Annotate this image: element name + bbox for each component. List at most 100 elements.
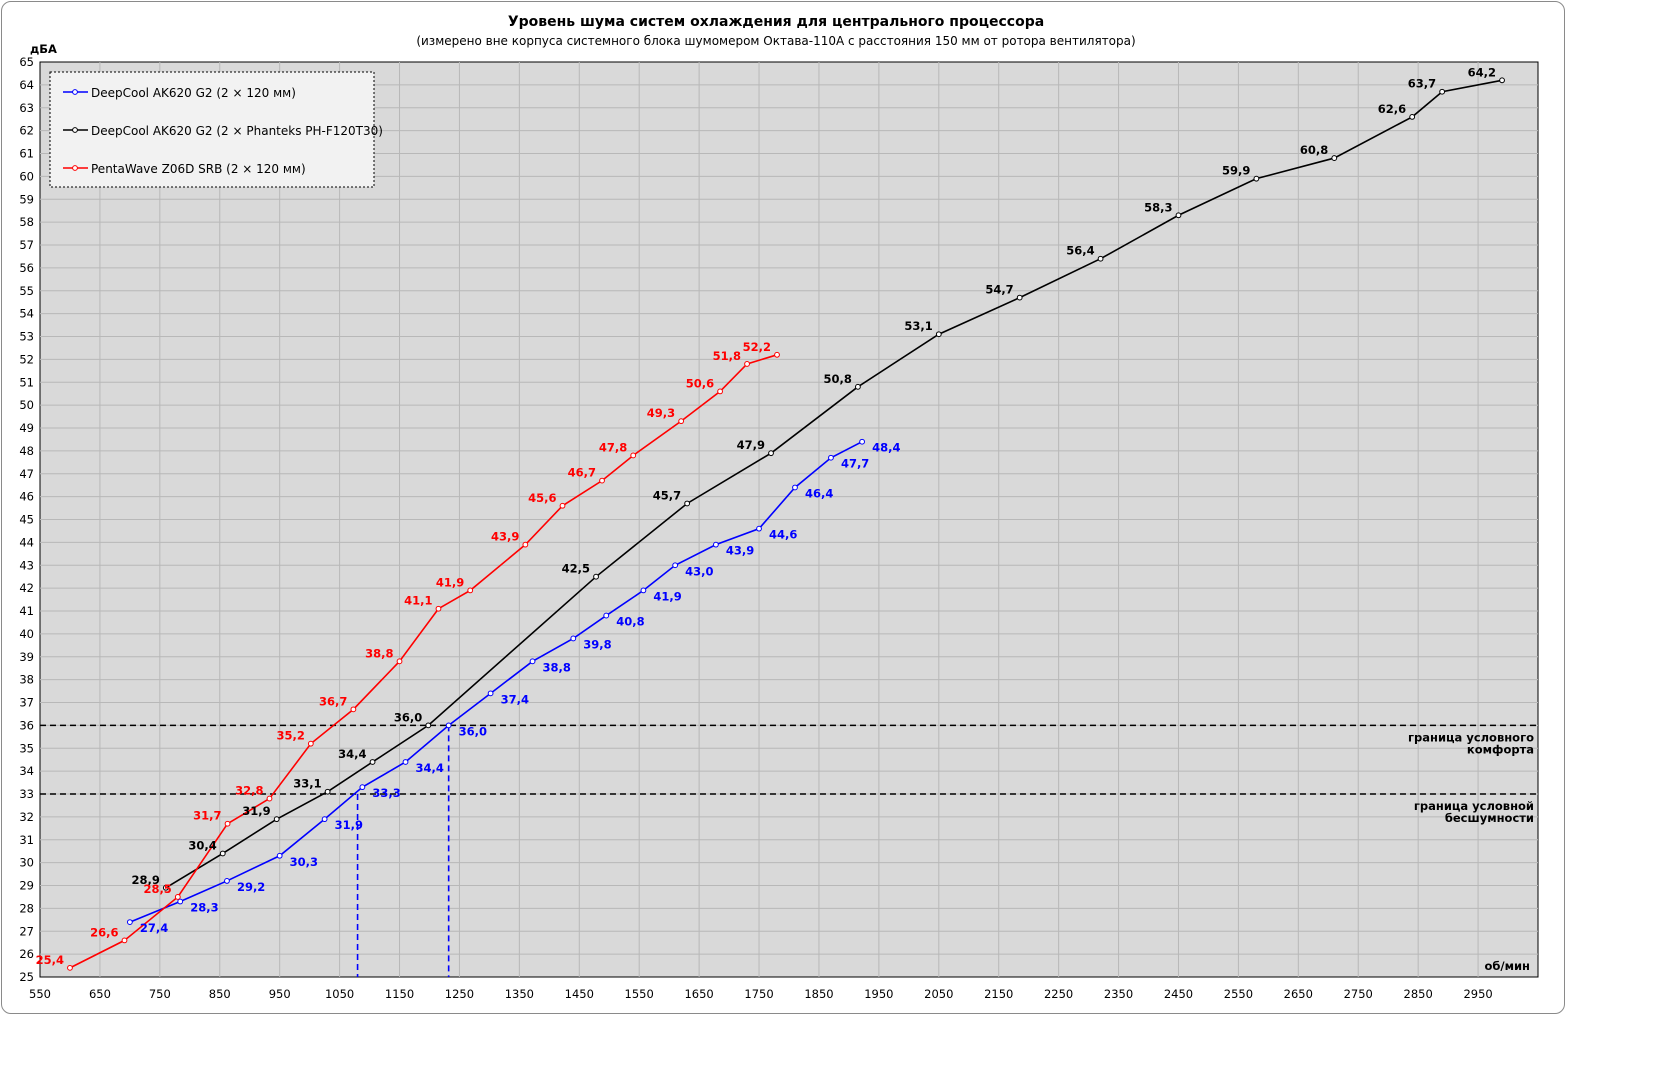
x-tick-label: 2550 bbox=[1224, 987, 1253, 1001]
data-label: 42,5 bbox=[562, 562, 590, 576]
data-label: 47,8 bbox=[599, 440, 627, 454]
data-label: 27,4 bbox=[140, 921, 168, 935]
data-label: 33,1 bbox=[293, 777, 321, 791]
y-tick-label: 43 bbox=[19, 558, 34, 572]
data-label: 38,8 bbox=[543, 660, 571, 674]
x-tick-label: 1550 bbox=[625, 987, 654, 1001]
y-tick-label: 61 bbox=[19, 147, 34, 161]
data-label: 26,6 bbox=[90, 925, 118, 939]
data-point bbox=[273, 816, 280, 823]
y-tick-label: 53 bbox=[19, 330, 34, 344]
y-tick-label: 27 bbox=[19, 924, 34, 938]
data-label: 35,2 bbox=[276, 729, 304, 743]
data-label: 44,6 bbox=[769, 528, 797, 542]
data-point bbox=[445, 722, 452, 729]
y-tick-label: 26 bbox=[19, 947, 34, 961]
x-tick-label: 1350 bbox=[505, 987, 534, 1001]
data-point bbox=[67, 964, 73, 971]
y-tick-label: 56 bbox=[19, 261, 34, 275]
data-labels: 27,4 28,3 29,2 30,3 31,9 33,3 34,4 36,0 37,4 38,8… bbox=[36, 65, 1496, 967]
data-point bbox=[1097, 255, 1104, 262]
x-tick-label: 1450 bbox=[565, 987, 594, 1001]
data-point bbox=[599, 477, 605, 484]
data-label: 47,7 bbox=[841, 457, 869, 471]
data-point bbox=[529, 658, 536, 665]
data-label: 62,6 bbox=[1378, 102, 1406, 116]
data-point bbox=[593, 573, 599, 580]
data-point bbox=[603, 612, 610, 619]
data-label: 48,4 bbox=[872, 441, 900, 455]
data-label: 60,8 bbox=[1300, 143, 1328, 157]
legend: DeepCool AK620 G2 (2 × 120 мм) DeepCool A… bbox=[49, 71, 383, 188]
data-point bbox=[307, 740, 314, 747]
data-label: 50,6 bbox=[686, 376, 714, 390]
data-label: 31,9 bbox=[335, 818, 363, 832]
data-label: 50,8 bbox=[824, 372, 852, 386]
data-label: 45,7 bbox=[653, 488, 681, 502]
data-label: 64,2 bbox=[1468, 65, 1496, 79]
data-point bbox=[219, 850, 226, 857]
data-point bbox=[467, 587, 474, 594]
data-label: 54,7 bbox=[985, 283, 1013, 297]
data-label: 31,9 bbox=[242, 804, 270, 818]
y-tick-label: 57 bbox=[19, 238, 34, 252]
data-point bbox=[435, 605, 442, 612]
y-tick-label: 54 bbox=[19, 307, 34, 321]
data-point bbox=[1499, 77, 1505, 84]
data-point bbox=[1016, 294, 1023, 301]
y-tick-label: 30 bbox=[19, 856, 34, 870]
y-tick-label: 38 bbox=[19, 673, 34, 687]
data-point bbox=[487, 690, 494, 697]
y-tick-label: 49 bbox=[19, 421, 34, 435]
data-point bbox=[522, 541, 529, 548]
data-point bbox=[935, 331, 942, 338]
data-point bbox=[630, 452, 637, 459]
data-point bbox=[855, 383, 861, 390]
data-label: 41,1 bbox=[404, 594, 432, 608]
data-point bbox=[774, 351, 780, 358]
data-point bbox=[121, 937, 128, 944]
legend-marker bbox=[72, 127, 78, 133]
data-point bbox=[756, 525, 762, 532]
y-tick-label: 62 bbox=[19, 124, 34, 138]
x-tick-label: 2450 bbox=[1164, 987, 1193, 1001]
data-point bbox=[1409, 114, 1416, 120]
data-label: 36,0 bbox=[394, 710, 422, 724]
data-label: 45,6 bbox=[528, 491, 556, 505]
data-point bbox=[369, 759, 376, 765]
data-label: 46,4 bbox=[805, 486, 833, 500]
y-tick-label: 46 bbox=[19, 490, 34, 504]
data-point bbox=[224, 878, 230, 884]
data-point bbox=[402, 759, 409, 765]
y-tick-label: 64 bbox=[19, 78, 34, 92]
data-label: 38,8 bbox=[365, 646, 393, 660]
legend-marker bbox=[72, 165, 78, 171]
data-label: 33,3 bbox=[372, 786, 400, 800]
data-label: 32,8 bbox=[235, 784, 263, 798]
x-tick-label: 2850 bbox=[1404, 987, 1433, 1001]
y-tick-label: 35 bbox=[19, 741, 34, 755]
y-axis-label: дБА bbox=[30, 42, 57, 56]
x-tick-label: 1050 bbox=[325, 987, 354, 1001]
data-label: 49,3 bbox=[647, 406, 675, 420]
data-label: 43,9 bbox=[726, 544, 754, 558]
data-label: 34,4 bbox=[416, 761, 444, 775]
y-tick-label: 50 bbox=[19, 398, 34, 412]
y-tick-label: 39 bbox=[19, 650, 34, 664]
data-label: 29,2 bbox=[237, 880, 265, 894]
grid bbox=[40, 62, 1538, 977]
x-tick-label: 1250 bbox=[445, 987, 474, 1001]
y-tick-label: 25 bbox=[19, 970, 34, 984]
y-tick-label: 34 bbox=[19, 764, 34, 778]
data-label: 30,4 bbox=[188, 838, 216, 852]
x-tick-label: 650 bbox=[89, 987, 111, 1001]
x-tick-label: 1850 bbox=[804, 987, 833, 1001]
data-label: 53,1 bbox=[904, 319, 932, 333]
data-label: 39,8 bbox=[583, 637, 611, 651]
data-point bbox=[768, 450, 774, 457]
data-label: 41,9 bbox=[653, 589, 681, 603]
series-line bbox=[69, 354, 778, 969]
data-label: 36,7 bbox=[319, 694, 347, 708]
data-point bbox=[712, 541, 719, 548]
data-point bbox=[359, 784, 366, 791]
